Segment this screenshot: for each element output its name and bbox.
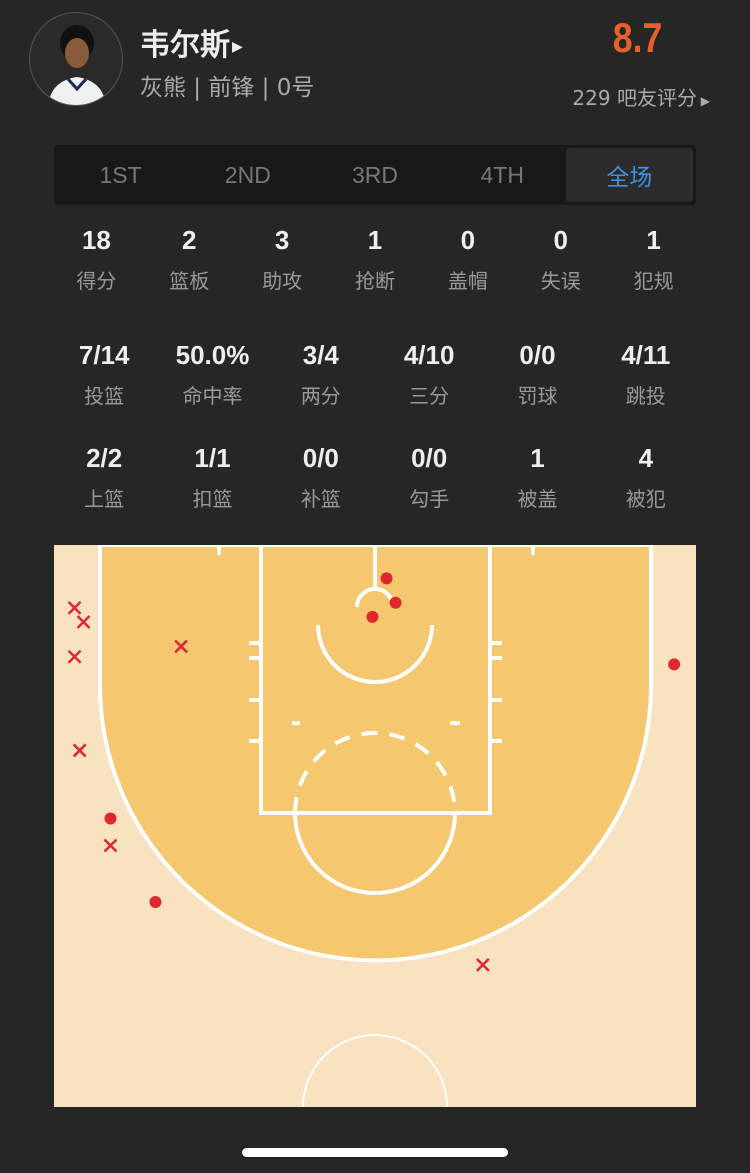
- stat-value: 0: [553, 225, 568, 255]
- three-point-area: [98, 545, 653, 963]
- stat-cell: 18 得分: [50, 225, 143, 294]
- stat-value: 1: [367, 225, 383, 255]
- stat-cell: 2 篮板: [143, 225, 236, 294]
- stat-value: 50.0%: [175, 340, 250, 370]
- shot-markers: [67, 572, 681, 972]
- player-name[interactable]: 韦尔斯 ▶: [140, 28, 243, 63]
- shot-made-marker: [104, 812, 117, 825]
- shot-missed-marker: [67, 649, 82, 664]
- tab-2nd[interactable]: 2ND: [224, 161, 271, 188]
- stat-value: 4/11: [621, 340, 671, 370]
- player-avatar[interactable]: [29, 12, 123, 106]
- play-arrow-icon: ▶: [696, 94, 710, 108]
- stat-cell: 1 被盖: [483, 443, 591, 512]
- tab-4th[interactable]: 4TH: [480, 161, 524, 188]
- shot-missed-marker: [67, 601, 82, 615]
- stat-cell: 0 失误: [514, 225, 607, 294]
- shot-missed-marker: [103, 838, 118, 853]
- stat-cell: 1 犯规: [607, 225, 700, 294]
- shot-missed-marker: [76, 615, 91, 629]
- fan-rating-link[interactable]: 229 吧友评分 ▶: [572, 86, 710, 110]
- stat-label: 上篮: [84, 487, 125, 511]
- stat-cell: 50.0% 命中率: [158, 340, 266, 409]
- stat-label: 失误: [540, 269, 581, 293]
- stat-cell: 3 助攻: [236, 225, 329, 294]
- stat-label: 得分: [76, 269, 117, 293]
- stats-row-shooting: 7/14 投篮 50.0% 命中率 3/4 两分 4/10 三分 0/0 罚球 4/11 跳投: [50, 340, 700, 409]
- stat-label: 助攻: [262, 269, 303, 293]
- tab-3rd[interactable]: 3RD: [352, 161, 399, 188]
- stat-cell: 1/1 扣篮: [158, 443, 266, 512]
- stat-label: 跳投: [625, 384, 666, 408]
- stat-label: 命中率: [182, 384, 243, 408]
- stat-value: 3: [274, 225, 290, 255]
- stat-label: 勾手: [409, 487, 450, 511]
- stat-label: 被盖: [517, 487, 558, 511]
- stat-label: 两分: [300, 384, 341, 408]
- stat-value: 4/10: [403, 340, 455, 370]
- court-lines: [217, 545, 535, 1107]
- stat-cell: 4/10 三分: [375, 340, 483, 409]
- stat-cell: 7/14 投篮: [50, 340, 158, 409]
- stat-value: 2/2: [86, 443, 123, 473]
- stat-cell: 1 抢断: [329, 225, 422, 294]
- period-tabs: 1ST 2ND 3RD 4TH 全场: [54, 145, 696, 205]
- stat-value: 4: [638, 443, 654, 473]
- stat-cell: 0/0 勾手: [375, 443, 483, 512]
- shot-made-marker: [389, 596, 402, 609]
- shot-made-marker: [149, 895, 162, 908]
- stat-cell: 0 盖帽: [421, 225, 514, 294]
- stat-label: 投篮: [84, 384, 125, 408]
- tab-full-game[interactable]: 全场: [565, 148, 694, 202]
- stat-cell: 0/0 罚球: [483, 340, 591, 409]
- stat-label: 补篮: [300, 487, 341, 511]
- stat-value: 3/4: [302, 340, 339, 370]
- stat-label: 罚球: [517, 384, 558, 408]
- shot-made-marker: [366, 610, 379, 623]
- player-score: 8.7: [612, 14, 662, 61]
- tab-1st[interactable]: 1ST: [99, 161, 142, 188]
- stat-value: 0/0: [302, 443, 339, 473]
- stat-label: 篮板: [169, 269, 210, 293]
- stat-value: 1: [530, 443, 545, 473]
- stat-value: 18: [81, 225, 111, 255]
- shot-made-marker: [668, 658, 681, 671]
- stat-label: 抢断: [355, 269, 395, 293]
- stat-value: 1/1: [194, 443, 231, 473]
- stat-label: 三分: [409, 384, 450, 408]
- stat-label: 盖帽: [447, 269, 488, 293]
- stat-value: 0: [460, 225, 476, 255]
- stat-cell: 3/4 两分: [267, 340, 375, 409]
- stat-label: 犯规: [633, 269, 674, 293]
- shot-chart-court: [54, 545, 696, 1107]
- stat-value: 0/0: [519, 340, 556, 370]
- stats-row-basic: 18 得分 2 篮板 3 助攻 1 抢断 0 盖帽 0 失误 1 犯规: [50, 225, 700, 294]
- shot-made-marker: [380, 572, 393, 585]
- shot-missed-marker: [72, 743, 87, 758]
- stats-row-shot-types: 2/2 上篮 1/1 扣篮 0/0 补篮 0/0 勾手 1 被盖 4 被犯: [50, 443, 700, 512]
- stat-value: 0/0: [411, 443, 448, 473]
- player-info: 灰熊 | 前锋 | 0号: [140, 75, 315, 101]
- stat-label: 扣篮: [192, 487, 233, 511]
- shot-missed-marker: [174, 639, 188, 654]
- stat-cell: 4 被犯: [592, 443, 700, 512]
- stat-value: 2: [182, 225, 197, 255]
- stat-value: 1: [646, 225, 661, 255]
- stat-cell: 4/11 跳投: [592, 340, 700, 409]
- shot-missed-marker: [475, 957, 490, 972]
- stat-cell: 0/0 补篮: [267, 443, 375, 512]
- stat-value: 7/14: [78, 340, 130, 370]
- play-arrow-icon: ▶: [232, 38, 243, 55]
- stat-cell: 2/2 上篮: [50, 443, 158, 512]
- home-indicator[interactable]: [242, 1148, 508, 1157]
- stat-label: 被犯: [625, 487, 666, 511]
- player-photo: [48, 25, 106, 105]
